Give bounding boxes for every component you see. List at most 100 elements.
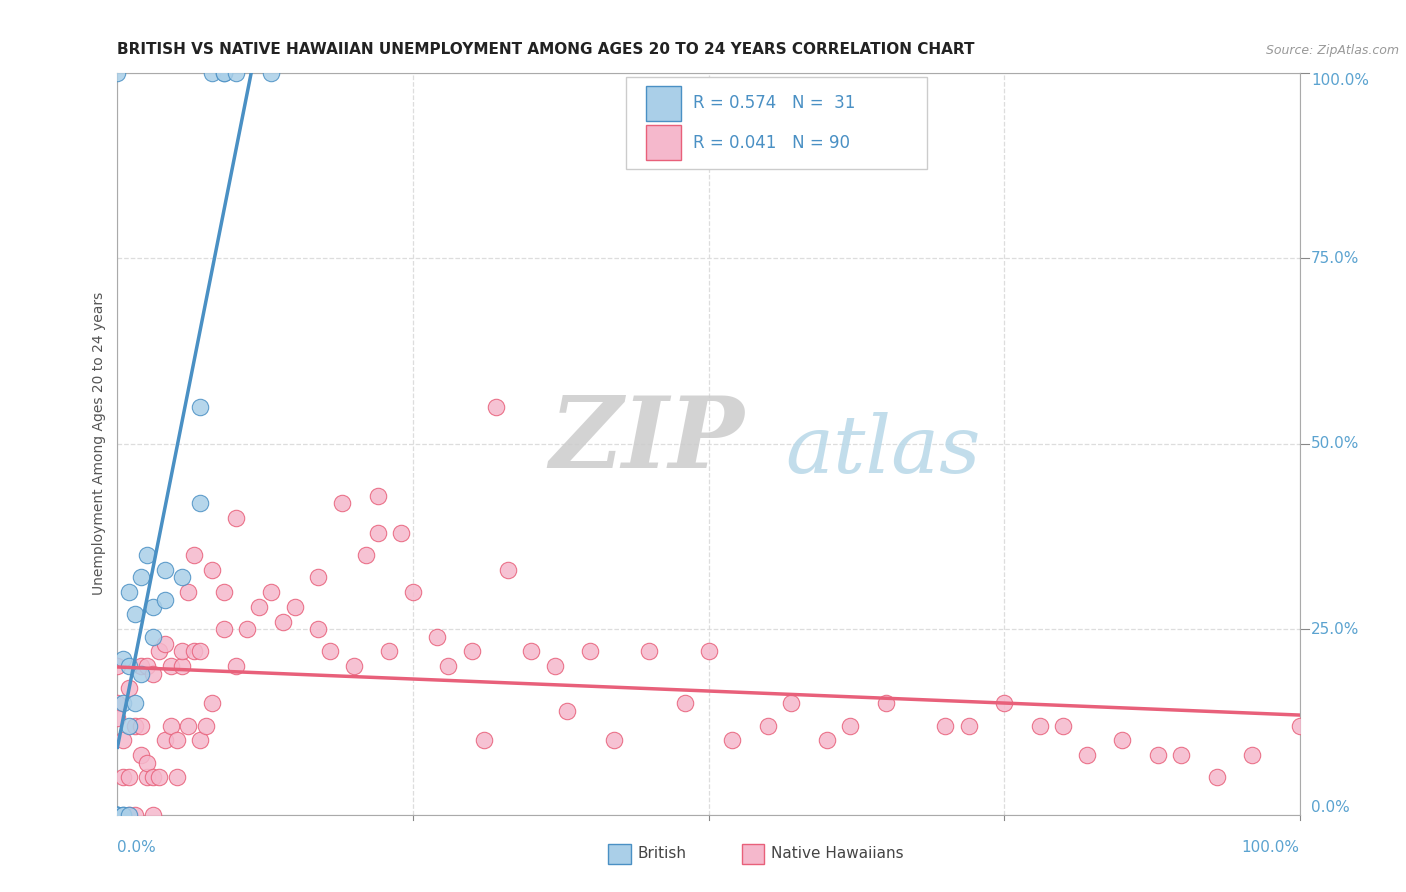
Point <box>142 630 165 644</box>
Text: 0.0%: 0.0% <box>1310 799 1350 814</box>
Point <box>603 733 626 747</box>
Point <box>496 563 519 577</box>
Text: 100.0%: 100.0% <box>1310 73 1369 88</box>
Point <box>225 511 247 525</box>
Point <box>112 696 135 710</box>
Point <box>107 711 129 725</box>
Point <box>579 644 602 658</box>
Point <box>307 570 329 584</box>
Point <box>112 807 135 822</box>
Point <box>461 644 484 658</box>
Point <box>188 400 211 414</box>
Point <box>118 718 141 732</box>
Point <box>271 615 294 629</box>
Point <box>236 622 259 636</box>
Point <box>520 644 543 658</box>
Point <box>247 599 270 614</box>
Point <box>129 666 152 681</box>
Point <box>212 622 235 636</box>
Point <box>107 807 129 822</box>
Point <box>129 718 152 732</box>
Point <box>118 659 141 673</box>
Point <box>124 607 146 622</box>
Point <box>112 652 135 666</box>
Point <box>153 637 176 651</box>
Point <box>112 733 135 747</box>
Point <box>153 563 176 577</box>
Y-axis label: Unemployment Among Ages 20 to 24 years: Unemployment Among Ages 20 to 24 years <box>93 293 107 595</box>
Bar <box>645 125 682 161</box>
Point <box>166 733 188 747</box>
Point <box>107 696 129 710</box>
Point <box>107 659 129 673</box>
Point <box>367 525 389 540</box>
Point <box>212 66 235 80</box>
Point <box>107 807 129 822</box>
Point <box>118 771 141 785</box>
Bar <box>645 86 682 121</box>
Point <box>177 718 200 732</box>
Point <box>544 659 567 673</box>
Point <box>177 585 200 599</box>
Point <box>638 644 661 658</box>
Point <box>153 733 176 747</box>
Point <box>201 563 224 577</box>
Point <box>472 733 495 747</box>
Point <box>107 807 129 822</box>
Point <box>166 771 188 785</box>
Point <box>142 807 165 822</box>
Point <box>118 807 141 822</box>
Point <box>437 659 460 673</box>
Point <box>756 718 779 732</box>
Point <box>957 718 980 732</box>
Text: ZIP: ZIP <box>548 392 744 488</box>
Point <box>129 748 152 763</box>
Point <box>153 592 176 607</box>
Text: 25.0%: 25.0% <box>1310 622 1360 637</box>
Point <box>378 644 401 658</box>
Point <box>780 696 803 710</box>
Point <box>934 718 956 732</box>
Text: 50.0%: 50.0% <box>1310 436 1360 451</box>
Point <box>485 400 508 414</box>
Point <box>188 733 211 747</box>
Point <box>183 644 205 658</box>
Point <box>721 733 744 747</box>
Text: R = 0.574   N =  31: R = 0.574 N = 31 <box>693 95 855 112</box>
Point <box>136 756 159 770</box>
Point <box>555 704 578 718</box>
Point <box>1170 748 1192 763</box>
Point <box>142 666 165 681</box>
Point <box>107 807 129 822</box>
Point <box>815 733 838 747</box>
Text: Native Hawaiians: Native Hawaiians <box>770 847 904 862</box>
Point <box>124 696 146 710</box>
Point <box>142 771 165 785</box>
Point <box>225 66 247 80</box>
Point <box>136 548 159 562</box>
FancyBboxPatch shape <box>626 77 927 169</box>
Point <box>118 585 141 599</box>
Point <box>225 659 247 673</box>
Point <box>1052 718 1074 732</box>
Point <box>183 548 205 562</box>
Point <box>212 585 235 599</box>
Point <box>426 630 449 644</box>
Point <box>260 585 283 599</box>
Point <box>260 66 283 80</box>
Text: Source: ZipAtlas.com: Source: ZipAtlas.com <box>1265 44 1399 57</box>
Point <box>188 644 211 658</box>
Point <box>129 570 152 584</box>
Point <box>212 66 235 80</box>
Point <box>1146 748 1168 763</box>
Point <box>354 548 377 562</box>
Point <box>148 644 170 658</box>
Point <box>107 807 129 822</box>
Point <box>993 696 1015 710</box>
Text: British: British <box>637 847 686 862</box>
Point <box>1205 771 1227 785</box>
Point <box>172 570 194 584</box>
Text: R = 0.041   N = 90: R = 0.041 N = 90 <box>693 134 851 152</box>
Point <box>330 496 353 510</box>
Point <box>367 489 389 503</box>
